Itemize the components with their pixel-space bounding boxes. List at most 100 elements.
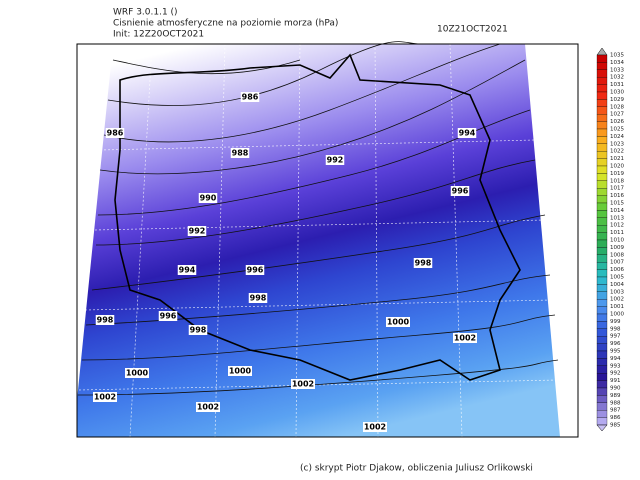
label-box (188, 325, 208, 335)
colorbar-cell (596, 99, 608, 107)
colorbar-cell (596, 128, 608, 137)
colorbar-label: 1031 (610, 82, 624, 88)
contour-label: 996 (452, 187, 469, 196)
label-box (450, 186, 470, 196)
contour-label: 996 (160, 312, 177, 321)
colorbar-label: 1027 (610, 112, 624, 118)
colorbar-cell (596, 373, 608, 381)
colorbar-label: 1021 (610, 156, 624, 162)
colorbar-cell (596, 328, 608, 337)
colorbar-cell (596, 136, 608, 144)
contour-label: 1000 (229, 367, 252, 376)
colorbar-cell (596, 336, 608, 344)
label-box (187, 226, 207, 236)
colorbar-cell (596, 69, 608, 78)
contour-labels: 986 986 988 992 994 990 996 992 994 996 998 998 998 9… (93, 92, 477, 432)
colorbar-cell (596, 217, 608, 226)
contour-label: 1002 (197, 403, 219, 412)
colorbar-cell (596, 387, 608, 396)
colorbar-label: 986 (610, 415, 621, 421)
field-title: Cisnienie atmosferyczne na poziomie morz… (113, 19, 338, 29)
contour-label: 998 (97, 316, 114, 325)
colorbar-cell (596, 232, 608, 241)
init-time: Init: 12Z20OCT2021 (113, 30, 204, 40)
colorbar-cell (596, 143, 608, 152)
colorbar-label: 1019 (610, 171, 624, 177)
colorbar-cell (596, 225, 608, 233)
contour-label: 996 (247, 266, 264, 275)
label-box (248, 293, 268, 303)
colorbar-cell (596, 151, 608, 159)
colorbar-cell (596, 188, 608, 196)
colorbar-cell (596, 417, 608, 426)
colorbar-cell (596, 62, 608, 70)
colorbar-label: 999 (610, 319, 621, 325)
colorbar-cell (596, 321, 608, 329)
label-box (386, 317, 410, 327)
colorbar-cell (596, 165, 608, 174)
colorbar-cell (596, 254, 608, 263)
colorbar-label: 995 (610, 349, 621, 355)
colorbar-label: 985 (610, 423, 621, 429)
map-frame (76, 43, 579, 438)
colorbar-label: 1000 (610, 312, 624, 318)
colorbar-cell (596, 402, 608, 411)
colorbar-label: 1034 (610, 60, 624, 66)
colorbar-cell (596, 350, 608, 359)
label-box (240, 92, 260, 102)
label-box (105, 128, 125, 138)
colorbar-label: 994 (610, 356, 621, 362)
colorbar-cell (596, 91, 608, 100)
colorbar-label: 1033 (610, 67, 624, 73)
contour-label: 994 (459, 129, 476, 138)
contour-label: 992 (327, 156, 344, 165)
colorbar-cell (596, 247, 608, 255)
label-box (453, 333, 477, 343)
colorbar-label: 991 (610, 378, 621, 384)
colorbar-cell (596, 195, 608, 204)
colorbar-cell (596, 121, 608, 130)
colorbar-cell (596, 276, 608, 285)
colorbar-label: 1005 (610, 275, 624, 281)
label-box (413, 258, 433, 268)
label-box (245, 265, 265, 275)
colorbar-label: 989 (610, 393, 621, 399)
label-box (228, 366, 252, 376)
colorbar-label: 1012 (610, 223, 624, 229)
colorbar-label: 993 (610, 363, 621, 369)
colorbar-cell (596, 410, 608, 418)
contour-label: 988 (232, 149, 249, 158)
graticule (78, 43, 559, 438)
colorbar-label: 1022 (610, 149, 624, 155)
label-box (291, 379, 315, 389)
colorbar-cell (596, 210, 608, 218)
contour-label: 1002 (454, 334, 476, 343)
colorbar-label: 1035 (610, 53, 624, 59)
contour-label: 986 (242, 93, 259, 102)
contour-label: 998 (415, 259, 432, 268)
contour-label: 1000 (387, 318, 410, 327)
contour-label: 992 (189, 227, 206, 236)
model-title: WRF 3.0.1.1 () (113, 8, 178, 18)
contour-label: 1000 (126, 369, 149, 378)
colorbar-top (596, 47, 608, 56)
colorbar-label: 990 (610, 386, 621, 392)
colorbar-label: 1002 (610, 297, 624, 303)
colorbar-label: 1011 (610, 230, 624, 236)
map: 986 986 988 992 994 990 996 992 994 996 998 998 998 9… (76, 41, 579, 438)
contour-label: 998 (190, 326, 207, 335)
label-box (95, 315, 115, 325)
label-box (325, 155, 345, 165)
colorbar-label: 1023 (610, 141, 624, 147)
contour-label: 994 (179, 266, 196, 275)
label-box (230, 148, 250, 158)
contour-label: 998 (250, 294, 267, 303)
label-box (198, 193, 218, 203)
contour-label: 990 (200, 194, 217, 203)
colorbar-cell (596, 180, 608, 189)
label-box (158, 311, 178, 321)
colorbar-label: 1003 (610, 289, 624, 295)
colorbar-cell (596, 158, 608, 167)
